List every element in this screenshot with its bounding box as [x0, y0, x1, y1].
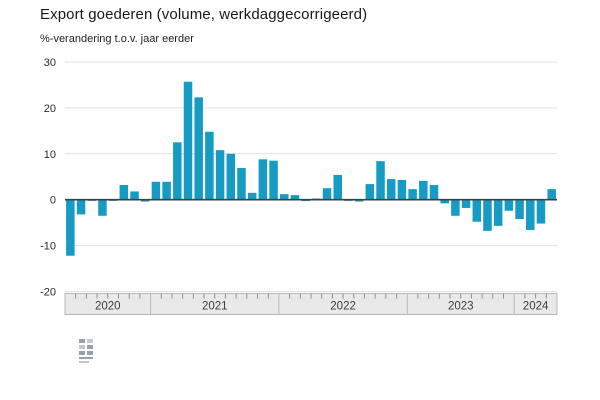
bar[interactable]: [451, 199, 460, 216]
bar[interactable]: [419, 180, 428, 200]
y-tick-label-30: 30: [44, 57, 56, 69]
bar[interactable]: [493, 199, 503, 226]
bar[interactable]: [247, 192, 257, 200]
y-tick-label--10: -10: [40, 241, 56, 253]
bar[interactable]: [215, 150, 225, 200]
bar[interactable]: [280, 194, 289, 200]
bar[interactable]: [376, 161, 385, 200]
bar[interactable]: [472, 199, 482, 222]
bar[interactable]: [237, 168, 246, 200]
bar[interactable]: [526, 199, 535, 230]
bar[interactable]: [483, 199, 492, 231]
year-label-2021: 2021: [202, 301, 228, 313]
bar[interactable]: [354, 199, 364, 202]
bar[interactable]: [515, 199, 524, 219]
bar[interactable]: [205, 131, 214, 200]
chart-subtitle: %-verandering t.o.v. jaar eerder: [40, 33, 194, 45]
chart-title: Export goederen (volume, werkdaggecorrig…: [40, 6, 368, 23]
year-label-2022: 2022: [330, 301, 356, 313]
bar[interactable]: [504, 199, 514, 211]
cbs-logo-glyph: [79, 339, 93, 363]
bar[interactable]: [386, 179, 396, 200]
year-label-2024: 2024: [523, 301, 549, 313]
bar[interactable]: [119, 185, 129, 200]
bar[interactable]: [258, 159, 268, 200]
year-label-2023: 2023: [448, 301, 474, 313]
bar-chart-svg: 30 20 10 0 -10 -20 2020 2021 2022 2023 2024: [40, 57, 558, 315]
y-tick-label-10: 10: [44, 149, 56, 161]
bar[interactable]: [290, 195, 300, 200]
bar[interactable]: [162, 181, 171, 200]
bar[interactable]: [66, 199, 75, 256]
bar[interactable]: [429, 185, 439, 200]
bar[interactable]: [333, 174, 342, 200]
bar[interactable]: [183, 81, 193, 200]
y-tick-label--20: -20: [40, 287, 56, 299]
bar[interactable]: [98, 199, 107, 216]
bar[interactable]: [151, 181, 161, 200]
bar[interactable]: [130, 191, 139, 200]
bar[interactable]: [269, 160, 278, 200]
bar[interactable]: [226, 153, 236, 200]
year-label-2020: 2020: [95, 301, 121, 313]
bar[interactable]: [76, 199, 86, 215]
bar[interactable]: [547, 189, 556, 200]
y-tick-label-0: 0: [50, 195, 56, 207]
bar-chart: 30 20 10 0 -10 -20 2020 2021 2022 2023 2024: [0, 50, 600, 380]
bar[interactable]: [397, 179, 407, 200]
bar[interactable]: [322, 188, 332, 200]
bar[interactable]: [536, 199, 546, 224]
cbs-logo: [78, 338, 100, 367]
bar[interactable]: [365, 184, 375, 200]
bar[interactable]: [173, 142, 182, 200]
bar[interactable]: [408, 189, 417, 200]
bar[interactable]: [140, 199, 150, 202]
y-tick-label-20: 20: [44, 103, 56, 115]
bar[interactable]: [194, 97, 203, 200]
bar[interactable]: [440, 199, 449, 204]
bar[interactable]: [461, 199, 471, 208]
